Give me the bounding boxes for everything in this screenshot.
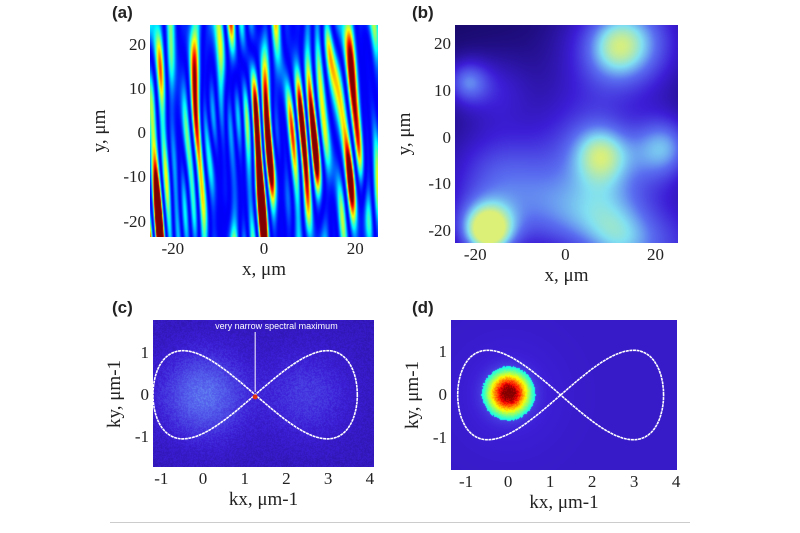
overlay	[152, 332, 359, 440]
y-tick-label: -10	[123, 167, 146, 187]
x-tick-label: 4	[365, 469, 375, 488]
heatmap-b	[455, 25, 678, 243]
x-tick-label: 0	[259, 239, 269, 258]
x-axis-label: kx, μm-1	[529, 492, 599, 513]
x-axis-label: kx, μm-1	[228, 489, 299, 510]
y-tick-label: 0	[438, 385, 448, 404]
y-tick-label: -20	[428, 221, 451, 241]
heatmap-d	[451, 320, 677, 470]
divider-line	[110, 522, 690, 523]
annotation-label: very narrow spectral maximum	[215, 321, 338, 331]
y-axis-label: ky, μm-1	[104, 359, 125, 428]
panel-label: (c)	[112, 298, 133, 317]
heatmap-a	[150, 25, 378, 237]
x-tick-label: 0	[561, 245, 570, 264]
x-tick-label: -1	[459, 472, 474, 491]
panel-label: (d)	[412, 298, 434, 317]
y-axis-label: ky, μm-1	[402, 360, 423, 430]
y-axis-label: y, μm	[89, 109, 110, 153]
x-tick-label: 2	[587, 472, 597, 491]
x-tick-label: -1	[154, 469, 169, 488]
figure-eight-curve	[456, 349, 665, 441]
y-tick-label: 20	[129, 34, 146, 54]
x-tick-label: 3	[629, 472, 639, 491]
x-tick-label: -20	[463, 245, 487, 264]
y-tick-label: -20	[123, 211, 146, 231]
y-tick-label: 10	[129, 79, 146, 99]
x-tick-label: 4	[671, 472, 681, 491]
x-tick-label: -20	[161, 239, 185, 258]
x-tick-label: 20	[346, 239, 364, 258]
panel-label: (b)	[412, 3, 434, 22]
x-tick-label: 1	[545, 472, 555, 491]
x-tick-label: 20	[646, 245, 664, 264]
x-axis-label: x, μm	[242, 259, 286, 280]
y-tick-label: -1	[432, 427, 447, 447]
y-tick-label: -1	[134, 426, 149, 446]
y-tick-label: -10	[428, 174, 451, 194]
x-tick-label: 2	[282, 469, 291, 488]
y-tick-label: 20	[434, 33, 451, 53]
y-tick-label: 10	[434, 80, 451, 100]
y-tick-label: 0	[137, 123, 147, 143]
y-tick-label: 1	[140, 342, 150, 362]
y-tick-label: 0	[442, 127, 452, 147]
x-tick-label: 3	[323, 469, 333, 488]
overlay	[456, 349, 665, 441]
panel-label: (a)	[112, 3, 133, 22]
y-axis-label: y, μm	[394, 112, 415, 156]
x-tick-label: 1	[240, 469, 249, 488]
heatmap-c	[153, 320, 374, 467]
figure-eight-curve	[152, 349, 359, 440]
x-tick-label: 0	[503, 472, 513, 491]
y-tick-label: 1	[438, 342, 448, 362]
y-tick-label: 0	[140, 384, 150, 404]
x-tick-label: 0	[198, 469, 208, 488]
x-axis-label: x, μm	[544, 265, 589, 286]
spectral-maximum-marker	[252, 394, 258, 400]
